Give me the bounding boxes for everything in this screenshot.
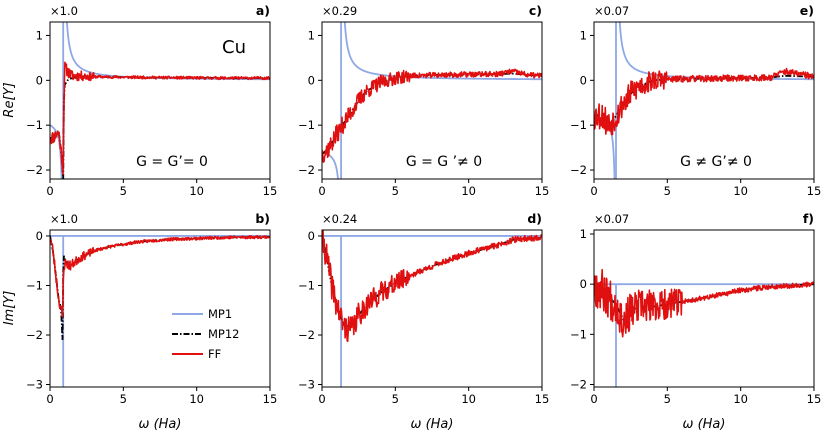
xtick-label-e-1: 5 xyxy=(664,184,671,198)
plot-area-a xyxy=(50,22,270,179)
xtick-label-d-1: 5 xyxy=(392,392,399,406)
ytick-label-f-2: −1 xyxy=(570,327,587,341)
axes-frame-e xyxy=(593,21,815,180)
axes-frame-f xyxy=(593,229,815,388)
ytick-label-a-2: −1 xyxy=(26,118,43,132)
xtick-label-c-2: 10 xyxy=(461,184,476,198)
ylabel-bottom: Im[Y] xyxy=(2,291,17,326)
axes-frame-d xyxy=(321,229,543,388)
ytick-label-a-1: 0 xyxy=(36,73,43,87)
xtick-label-b-3: 15 xyxy=(263,392,278,406)
ytick-label-d-3: −3 xyxy=(298,378,315,392)
scale-label-e: ×0.07 xyxy=(594,4,629,18)
series-mp1-a-left xyxy=(50,124,63,179)
xtick-label-f-0: 0 xyxy=(590,392,597,406)
xtick-label-c-0: 0 xyxy=(318,184,325,198)
scale-label-c: ×0.29 xyxy=(322,4,357,18)
xtick-label-f-3: 15 xyxy=(807,392,822,406)
axes-frame-b xyxy=(49,229,271,388)
xlabel-right: ω (Ha) xyxy=(683,417,726,432)
ytick-label-b-3: −3 xyxy=(26,378,43,392)
xtick-label-c-3: 15 xyxy=(535,184,550,198)
xtick-label-e-0: 0 xyxy=(590,184,597,198)
xlabel-left: ω (Ha) xyxy=(139,417,182,432)
panel-label-b: b) xyxy=(255,211,270,226)
panel-label-a: a) xyxy=(256,3,270,18)
series-mp1-c-right xyxy=(343,22,542,81)
xtick-label-d-3: 15 xyxy=(535,392,550,406)
panel-label-f: f) xyxy=(803,211,814,226)
xtick-label-b-2: 10 xyxy=(189,392,204,406)
panel-label-c: c) xyxy=(529,3,542,18)
axes-frame-c xyxy=(321,21,543,180)
xtick-label-a-1: 5 xyxy=(120,184,127,198)
xtick-label-a-2: 10 xyxy=(189,184,204,198)
panel-label-e: e) xyxy=(800,3,814,18)
series-mp12-d xyxy=(322,235,542,329)
xtick-label-f-2: 10 xyxy=(733,392,748,406)
plot-area-c xyxy=(322,22,542,179)
plot-area-d xyxy=(322,230,542,387)
xtick-label-a-3: 15 xyxy=(263,184,278,198)
ytick-label-c-2: −1 xyxy=(298,118,315,132)
panel-label-d: d) xyxy=(527,211,542,226)
plot-area-b xyxy=(50,235,270,387)
ytick-label-b-0: 0 xyxy=(36,229,43,243)
series-ff-a xyxy=(50,61,270,176)
series-mp12-c xyxy=(322,72,542,155)
xtick-label-e-2: 10 xyxy=(733,184,748,198)
series-ff-e xyxy=(594,67,814,136)
legend-label-mp12: MP12 xyxy=(208,327,240,341)
ytick-label-d-0: 0 xyxy=(308,229,315,243)
ytick-label-a-3: −2 xyxy=(26,163,43,177)
xtick-label-b-0: 0 xyxy=(46,392,53,406)
axes-frame-a xyxy=(49,21,271,180)
series-ff-f xyxy=(594,268,814,338)
series-mp1-e-left xyxy=(594,115,616,179)
series-ff-b xyxy=(50,235,270,318)
plot-area-e xyxy=(594,22,814,179)
ytick-label-e-1: 0 xyxy=(580,73,587,87)
ytick-label-b-2: −2 xyxy=(26,328,43,342)
xlabel-middle: ω (Ha) xyxy=(411,417,454,432)
ytick-label-c-3: −2 xyxy=(298,163,315,177)
scale-label-d: ×0.24 xyxy=(322,212,357,226)
annotation-a: G = G’= 0 xyxy=(136,154,208,170)
scale-label-f: ×0.07 xyxy=(594,212,629,226)
plot-area-f xyxy=(594,268,814,387)
ytick-label-d-1: −1 xyxy=(298,278,315,292)
ytick-label-f-3: −2 xyxy=(570,377,587,391)
element-label: Cu xyxy=(222,37,246,58)
ylabel-top: Re[Y] xyxy=(2,82,17,117)
legend-label-ff: FF xyxy=(208,347,221,361)
xtick-label-b-1: 5 xyxy=(120,392,127,406)
annotation-e: G ≠ G’≠ 0 xyxy=(680,154,752,170)
scale-label-a: ×1.0 xyxy=(50,4,78,18)
ytick-label-c-0: 1 xyxy=(308,28,315,42)
legend-label-mp1: MP1 xyxy=(208,307,232,321)
ytick-label-c-1: 0 xyxy=(308,73,315,87)
xtick-label-e-3: 15 xyxy=(807,184,822,198)
series-ff-d xyxy=(322,230,542,343)
ytick-label-d-2: −2 xyxy=(298,328,315,342)
ytick-label-e-3: −2 xyxy=(570,163,587,177)
xtick-label-f-1: 5 xyxy=(664,392,671,406)
scale-label-b: ×1.0 xyxy=(50,212,78,226)
ytick-label-f-0: 1 xyxy=(580,227,587,241)
series-mp12-b xyxy=(50,235,270,340)
series-mp1-e-right xyxy=(618,22,814,81)
xtick-label-d-0: 0 xyxy=(318,392,325,406)
ytick-label-b-1: −1 xyxy=(26,278,43,292)
ytick-label-e-2: −1 xyxy=(570,118,587,132)
xtick-label-d-2: 10 xyxy=(461,392,476,406)
xtick-label-a-0: 0 xyxy=(46,184,53,198)
xtick-label-c-1: 5 xyxy=(392,184,399,198)
annotation-c: G = G ’≠ 0 xyxy=(406,154,482,170)
ytick-label-e-0: 1 xyxy=(580,28,587,42)
ytick-label-f-1: 0 xyxy=(580,277,587,291)
legend: MP1 MP12 FF xyxy=(172,307,240,361)
ytick-label-a-0: 1 xyxy=(36,28,43,42)
series-ff-c xyxy=(322,68,542,163)
